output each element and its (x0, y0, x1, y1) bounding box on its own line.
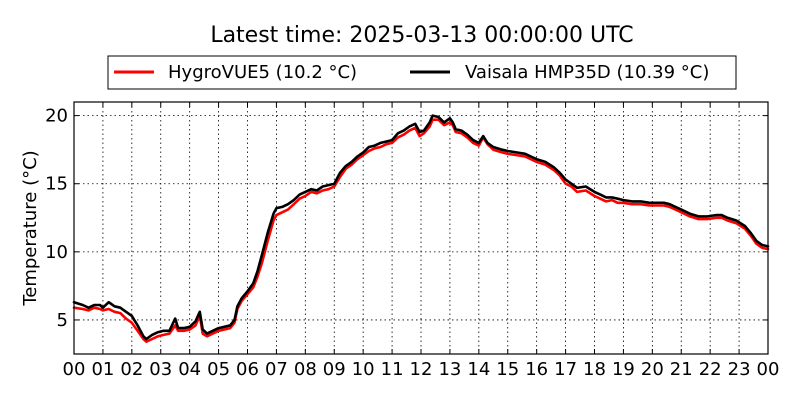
x-tick-label-6: 06 (236, 359, 259, 380)
x-tick-label-3: 03 (149, 359, 172, 380)
x-tick-label-4: 04 (178, 359, 201, 380)
x-tick-label-21: 21 (670, 359, 693, 380)
y-axis-label: Temperature (°C) (20, 150, 41, 306)
axis-ticks: 00 01 02 03 04 05 06 07 08 09 10 11 12 13 14 15 16 17 18 19… (45, 102, 779, 380)
legend: HygroVUE5 (10.2 °C) Vaisala HMP35D (10.3… (107, 55, 737, 90)
x-tick-label-11: 11 (381, 359, 404, 380)
x-tick-label-13: 13 (438, 359, 461, 380)
grid (74, 102, 768, 354)
x-tick-label-12: 12 (410, 359, 433, 380)
x-tick-label-24: 00 (757, 359, 780, 380)
legend-label-vaisala: Vaisala HMP35D (10.39 °C) (465, 62, 709, 83)
x-tick-label-9: 09 (323, 359, 346, 380)
x-tick-label-19: 19 (612, 359, 635, 380)
x-tick-label-14: 14 (467, 359, 490, 380)
x-tick-label-8: 08 (294, 359, 317, 380)
x-tick-label-1: 01 (91, 359, 114, 380)
legend-label-hygrovue5: HygroVUE5 (10.2 °C) (168, 62, 357, 83)
series-line-0 (72, 118, 770, 343)
x-tick-label-22: 22 (699, 359, 722, 380)
x-tick-label-20: 20 (641, 359, 664, 380)
y-tick-label-2: 15 (45, 174, 68, 195)
y-tick-label-1: 10 (45, 242, 68, 263)
x-tick-label-17: 17 (554, 359, 577, 380)
x-tick-label-5: 05 (207, 359, 230, 380)
chart-title: Latest time: 2025-03-13 00:00:00 UTC (210, 23, 633, 48)
x-tick-label-10: 10 (352, 359, 375, 380)
series-lines (72, 114, 770, 343)
x-tick-label-0: 00 (63, 359, 86, 380)
series-line-1 (72, 114, 770, 341)
x-tick-label-16: 16 (525, 359, 548, 380)
y-tick-label-0: 5 (57, 310, 68, 331)
x-tick-label-2: 02 (120, 359, 143, 380)
x-tick-label-15: 15 (496, 359, 519, 380)
x-tick-label-23: 23 (728, 359, 751, 380)
x-tick-label-18: 18 (583, 359, 606, 380)
x-tick-label-7: 07 (265, 359, 288, 380)
y-tick-label-3: 20 (45, 106, 68, 127)
